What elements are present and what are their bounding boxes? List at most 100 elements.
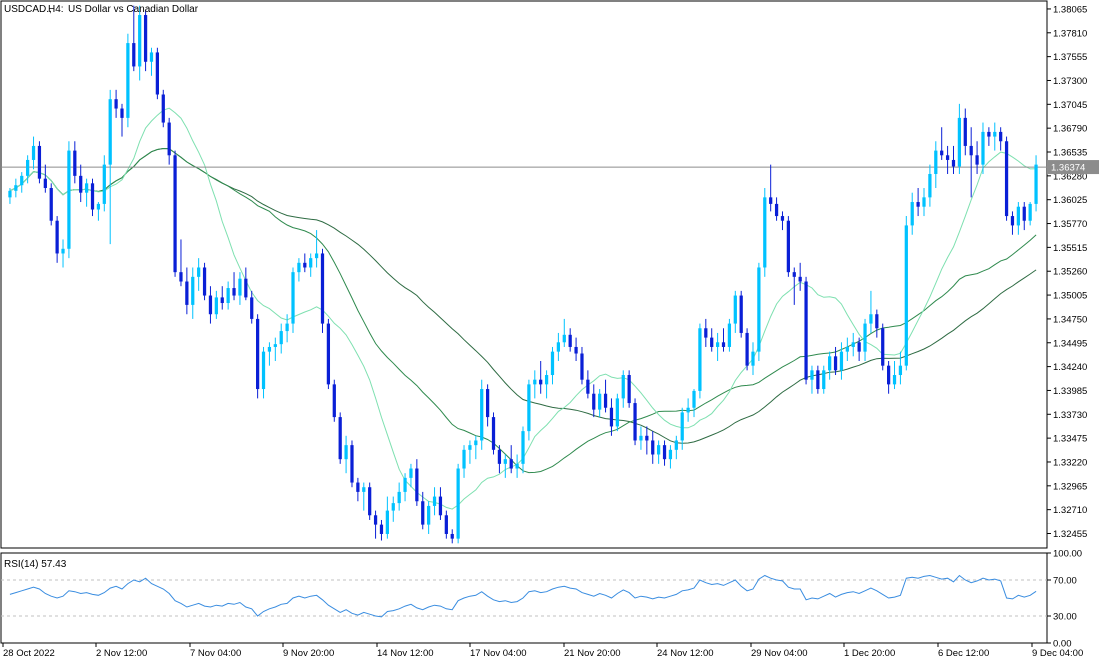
candle[interactable] xyxy=(698,323,702,399)
candle[interactable] xyxy=(810,365,814,394)
candle[interactable] xyxy=(586,370,590,399)
candle[interactable] xyxy=(963,108,967,156)
candle[interactable] xyxy=(432,487,437,516)
candle[interactable] xyxy=(509,445,513,474)
candle[interactable] xyxy=(987,127,991,146)
candle[interactable] xyxy=(285,314,289,343)
candle[interactable] xyxy=(521,426,525,474)
candle[interactable] xyxy=(326,318,331,390)
candle[interactable] xyxy=(798,262,802,291)
candle[interactable] xyxy=(261,346,266,399)
candle[interactable] xyxy=(368,482,372,520)
candle[interactable] xyxy=(892,360,897,390)
candle[interactable] xyxy=(851,332,855,357)
candle[interactable] xyxy=(480,379,484,450)
candle[interactable] xyxy=(757,262,761,361)
candle[interactable] xyxy=(686,398,690,422)
candle[interactable] xyxy=(450,529,454,544)
candle[interactable] xyxy=(934,141,938,189)
candle[interactable] xyxy=(8,188,12,204)
candle[interactable] xyxy=(568,328,572,352)
candle[interactable] xyxy=(627,370,631,408)
candle[interactable] xyxy=(456,463,460,544)
candle[interactable] xyxy=(816,365,820,394)
candle[interactable] xyxy=(751,342,755,376)
candle[interactable] xyxy=(721,328,726,352)
candle[interactable] xyxy=(421,491,425,530)
candle[interactable] xyxy=(869,290,873,333)
candle[interactable] xyxy=(780,211,785,231)
candle[interactable] xyxy=(639,426,643,450)
candle[interactable] xyxy=(43,164,47,193)
candle[interactable] xyxy=(615,393,619,432)
candle[interactable] xyxy=(922,188,926,217)
candle[interactable] xyxy=(662,440,667,466)
candle[interactable] xyxy=(167,117,171,165)
candle[interactable] xyxy=(1028,202,1032,226)
candle[interactable] xyxy=(969,127,973,198)
candle[interactable] xyxy=(957,103,962,174)
candle[interactable] xyxy=(279,323,283,354)
candle[interactable] xyxy=(350,440,354,488)
candle[interactable] xyxy=(704,318,708,347)
candle[interactable] xyxy=(598,389,602,418)
candle[interactable] xyxy=(1022,202,1026,231)
candle[interactable] xyxy=(214,290,218,319)
candle[interactable] xyxy=(314,230,319,268)
candle[interactable] xyxy=(391,496,395,522)
candle[interactable] xyxy=(769,164,773,212)
candle[interactable] xyxy=(1004,136,1009,221)
candle[interactable] xyxy=(61,239,65,268)
candle[interactable] xyxy=(680,407,684,450)
candle[interactable] xyxy=(491,412,496,455)
candle[interactable] xyxy=(945,145,950,174)
candle[interactable] xyxy=(31,136,36,170)
candle[interactable] xyxy=(232,272,236,301)
candle[interactable] xyxy=(657,440,661,464)
candle[interactable] xyxy=(633,398,637,446)
candle[interactable] xyxy=(303,253,307,273)
candle[interactable] xyxy=(792,267,796,305)
candle[interactable] xyxy=(1016,202,1020,235)
candle[interactable] xyxy=(309,253,313,277)
candle[interactable] xyxy=(786,216,790,277)
candle[interactable] xyxy=(887,360,891,394)
candle[interactable] xyxy=(1010,211,1015,235)
candle[interactable] xyxy=(539,360,543,394)
candle[interactable] xyxy=(515,454,519,478)
candle[interactable] xyxy=(273,337,277,361)
candle[interactable] xyxy=(993,122,997,151)
candle[interactable] xyxy=(96,202,101,221)
candle[interactable] xyxy=(332,379,336,422)
candle[interactable] xyxy=(468,440,472,464)
candle[interactable] xyxy=(562,318,566,347)
candle[interactable] xyxy=(904,216,908,371)
candle[interactable] xyxy=(951,145,956,174)
candle[interactable] xyxy=(739,290,743,338)
candle[interactable] xyxy=(497,445,502,474)
candle[interactable] xyxy=(155,47,159,100)
candle[interactable] xyxy=(143,10,148,72)
candle[interactable] xyxy=(1034,155,1038,212)
candle[interactable] xyxy=(226,281,230,310)
candle[interactable] xyxy=(320,248,325,333)
candle[interactable] xyxy=(415,459,419,506)
candle[interactable] xyxy=(881,323,885,371)
candle[interactable] xyxy=(645,426,649,455)
candle[interactable] xyxy=(863,318,867,361)
candle[interactable] xyxy=(910,192,914,235)
candle[interactable] xyxy=(267,342,272,366)
candle[interactable] xyxy=(621,370,625,408)
candle[interactable] xyxy=(527,379,531,441)
candle[interactable] xyxy=(692,389,696,418)
candle[interactable] xyxy=(592,384,596,418)
candle[interactable] xyxy=(733,290,737,333)
candle[interactable] xyxy=(379,519,384,541)
candle[interactable] xyxy=(120,103,124,137)
candle[interactable] xyxy=(197,258,201,291)
candle[interactable] xyxy=(580,346,584,385)
candle[interactable] xyxy=(20,172,24,193)
candle[interactable] xyxy=(37,141,42,184)
candle[interactable] xyxy=(822,365,826,394)
candle[interactable] xyxy=(916,188,920,217)
